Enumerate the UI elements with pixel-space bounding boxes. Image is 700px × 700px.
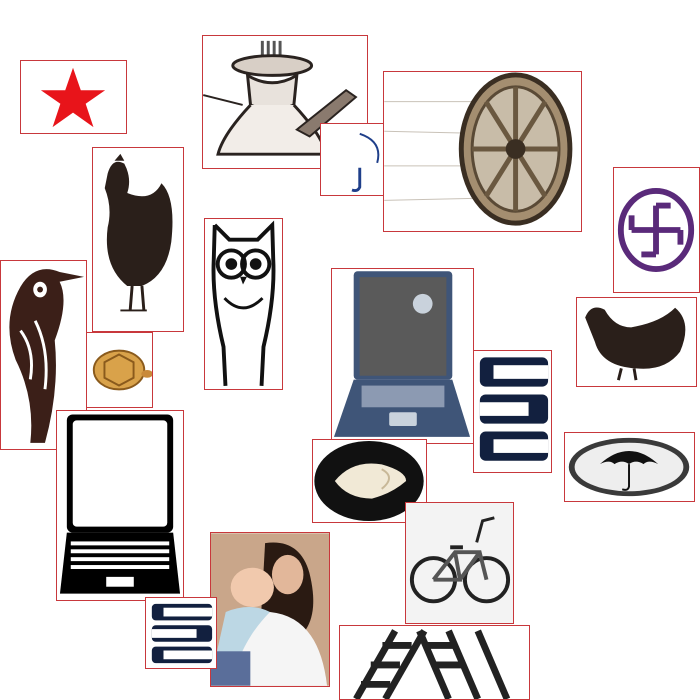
- ladder-logo-left-tile: [145, 597, 217, 669]
- oil-lamp-tile: [202, 35, 368, 169]
- star-tile: [20, 60, 127, 134]
- mother-and-baby-photo-icon: [211, 533, 329, 686]
- umbrella-fragment-tile: [320, 123, 384, 196]
- bicycle-tile: [405, 502, 514, 624]
- tortoise-icon: [92, 349, 152, 391]
- laptop-icon: [333, 271, 471, 437]
- mother-child-photo-tile: [210, 532, 330, 687]
- oil-lamp-icon: [203, 40, 358, 156]
- umbrella-fragment-icon: [351, 132, 380, 193]
- ladder-logo-right-tile: [473, 350, 552, 473]
- owl-tile: [204, 218, 283, 390]
- cart-wheel-tile: [383, 71, 582, 232]
- swastika-tile: [613, 167, 700, 293]
- ladder-icon: [353, 629, 511, 699]
- wooden-wheel-icon: [384, 72, 573, 226]
- ladder-logo-icon: [151, 603, 213, 664]
- laptop-outline-icon: [59, 414, 181, 594]
- conch-shell-icon: [314, 440, 424, 522]
- ladder-logo-icon: [479, 357, 549, 461]
- red-star-icon: [40, 67, 106, 128]
- rooster-icon: [104, 153, 173, 312]
- ladder-tile: [339, 625, 530, 700]
- owl-icon: [211, 220, 276, 386]
- swastika-symbol-icon: [617, 187, 695, 273]
- woodpecker-icon: [9, 269, 85, 443]
- umbrella-badge-icon: [568, 437, 690, 497]
- laptop-outline-tile: [56, 410, 184, 601]
- umbrella-badge-tile: [564, 432, 695, 502]
- laptop-blue-tile: [331, 268, 474, 444]
- hen-tile: [576, 297, 697, 387]
- hen-icon: [585, 307, 686, 381]
- rooster-tile: [92, 147, 184, 332]
- tortoise-tile: [86, 332, 153, 408]
- bicycle-icon: [406, 503, 513, 623]
